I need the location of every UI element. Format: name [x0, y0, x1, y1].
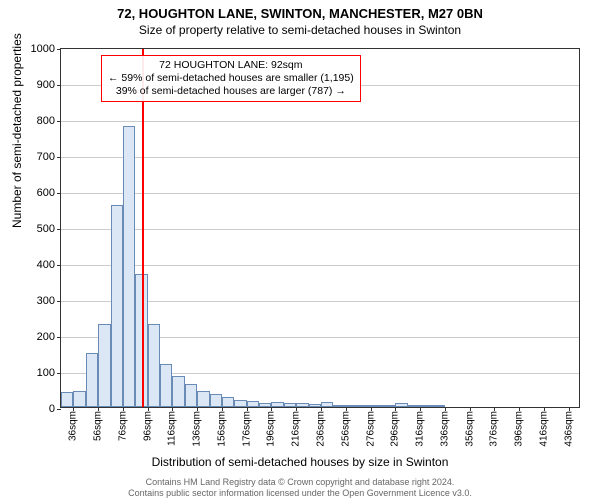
- chart-title: 72, HOUGHTON LANE, SWINTON, MANCHESTER, …: [0, 0, 600, 21]
- ytick-label: 900: [37, 79, 61, 91]
- ytick-label: 100: [37, 367, 61, 379]
- ytick-label: 300: [37, 295, 61, 307]
- ytick-label: 700: [37, 151, 61, 163]
- histogram-bar: [148, 324, 160, 407]
- histogram-bar: [61, 392, 73, 407]
- xtick-label: 276sqm: [365, 411, 376, 447]
- plot-box: 0100200300400500600700800900100036sqm56s…: [60, 48, 580, 408]
- ytick-label: 1000: [31, 43, 61, 55]
- xtick-label: 436sqm: [563, 411, 574, 447]
- gridline: [61, 229, 579, 230]
- ytick-label: 800: [37, 115, 61, 127]
- xtick-label: 356sqm: [464, 411, 475, 447]
- xtick-label: 76sqm: [117, 411, 128, 441]
- ytick-label: 0: [49, 403, 61, 415]
- gridline: [61, 157, 579, 158]
- xtick-label: 236sqm: [316, 411, 327, 447]
- annotation-line-3: 39% of semi-detached houses are larger (…: [108, 85, 354, 98]
- histogram-bar: [408, 405, 420, 407]
- xtick-label: 396sqm: [514, 411, 525, 447]
- histogram-bar: [73, 391, 85, 407]
- histogram-bar: [296, 403, 308, 407]
- xtick-label: 116sqm: [167, 411, 178, 446]
- xtick-label: 196sqm: [266, 411, 277, 447]
- ytick-label: 600: [37, 187, 61, 199]
- xtick-label: 156sqm: [216, 411, 227, 447]
- xtick-label: 336sqm: [439, 411, 450, 447]
- histogram-bar: [432, 405, 444, 407]
- xtick-label: 96sqm: [142, 411, 153, 441]
- histogram-bar: [123, 126, 135, 407]
- histogram-bar: [197, 391, 209, 407]
- footer-line-1: Contains HM Land Registry data © Crown c…: [0, 477, 600, 487]
- ytick-label: 200: [37, 331, 61, 343]
- histogram-bar: [371, 405, 383, 407]
- histogram-bar: [358, 405, 370, 407]
- ytick-label: 400: [37, 259, 61, 271]
- histogram-bar: [346, 405, 358, 407]
- gridline: [61, 265, 579, 266]
- x-axis-label: Distribution of semi-detached houses by …: [0, 455, 600, 469]
- xtick-label: 216sqm: [291, 411, 302, 447]
- histogram-bar: [160, 364, 172, 407]
- gridline: [61, 193, 579, 194]
- xtick-label: 296sqm: [390, 411, 401, 447]
- histogram-bar: [111, 205, 123, 407]
- histogram-bar: [86, 353, 98, 407]
- histogram-bar: [98, 324, 110, 407]
- histogram-bar: [321, 402, 333, 407]
- histogram-bar: [333, 405, 345, 407]
- footer-attribution: Contains HM Land Registry data © Crown c…: [0, 477, 600, 498]
- histogram-bar: [259, 403, 271, 407]
- histogram-bar: [172, 376, 184, 407]
- xtick-label: 416sqm: [538, 411, 549, 447]
- histogram-bar: [185, 384, 197, 407]
- reference-line: [142, 49, 144, 407]
- chart-container: 72, HOUGHTON LANE, SWINTON, MANCHESTER, …: [0, 0, 600, 500]
- chart-subtitle: Size of property relative to semi-detach…: [0, 21, 600, 37]
- xtick-label: 36sqm: [68, 411, 79, 441]
- xtick-label: 176sqm: [241, 411, 252, 447]
- histogram-bar: [210, 394, 222, 407]
- plot-area: 0100200300400500600700800900100036sqm56s…: [60, 48, 580, 408]
- histogram-bar: [234, 400, 246, 407]
- histogram-bar: [309, 404, 321, 407]
- y-axis-label: Number of semi-detached properties: [10, 33, 24, 228]
- histogram-bar: [383, 405, 395, 407]
- annotation-box: 72 HOUGHTON LANE: 92sqm← 59% of semi-det…: [101, 55, 361, 102]
- footer-line-2: Contains public sector information licen…: [0, 488, 600, 498]
- xtick-label: 56sqm: [93, 411, 104, 441]
- ytick-label: 500: [37, 223, 61, 235]
- histogram-bar: [222, 397, 234, 407]
- xtick-label: 136sqm: [192, 411, 203, 447]
- annotation-line-2: ← 59% of semi-detached houses are smalle…: [108, 72, 354, 85]
- histogram-bar: [247, 401, 259, 407]
- histogram-bar: [271, 402, 283, 407]
- histogram-bar: [395, 403, 407, 407]
- histogram-bar: [284, 403, 296, 407]
- histogram-bar: [420, 405, 432, 407]
- xtick-label: 376sqm: [489, 411, 500, 447]
- annotation-line-1: 72 HOUGHTON LANE: 92sqm: [108, 59, 354, 72]
- xtick-label: 256sqm: [340, 411, 351, 447]
- xtick-label: 316sqm: [415, 411, 426, 447]
- gridline: [61, 121, 579, 122]
